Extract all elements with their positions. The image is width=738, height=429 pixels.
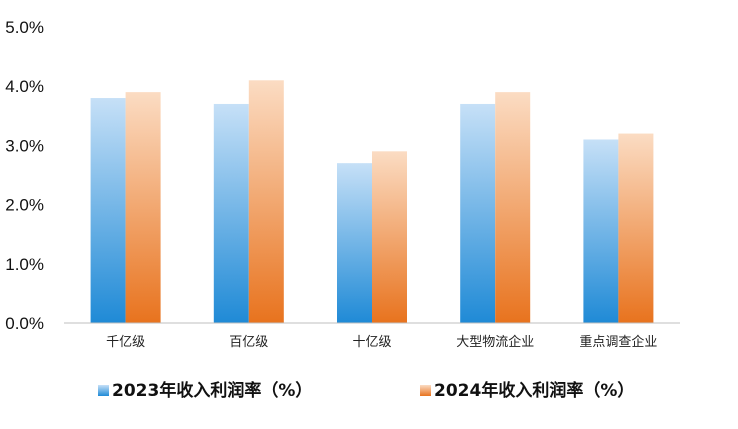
bar-2023 (583, 139, 619, 323)
legend-swatch (420, 385, 431, 396)
legend-label: 2024年收入利润率（%） (434, 380, 634, 401)
y-axis: 0.0% 1.0% 2.0% 3.0% 4.0% 5.0% (5, 18, 44, 333)
y-tick-label: 0.0% (5, 314, 44, 333)
bar-2023 (337, 163, 372, 323)
x-axis: 千亿级 百亿级 十亿级 大型物流企业 重点调查企业 (106, 334, 657, 350)
x-tick-label: 重点调查企业 (579, 334, 657, 350)
bar-2024 (248, 80, 284, 323)
x-tick-label: 十亿级 (352, 335, 391, 350)
bar-2024 (125, 92, 161, 324)
y-tick-label: 1.0% (5, 255, 44, 274)
y-tick-label: 2.0% (5, 196, 44, 215)
legend: 2023年收入利润率（%） 2024年收入利润率（%） (98, 380, 634, 401)
legend-swatch (98, 385, 109, 396)
bar-2024 (495, 92, 531, 324)
x-tick-label: 大型物流企业 (456, 334, 534, 350)
bars (90, 80, 654, 324)
x-tick-label: 百亿级 (229, 335, 268, 350)
y-tick-label: 4.0% (5, 77, 44, 96)
bar-2024 (372, 151, 407, 323)
legend-label: 2023年收入利润率（%） (112, 380, 312, 401)
y-tick-label: 3.0% (5, 136, 44, 155)
x-tick-label: 千亿级 (106, 335, 145, 350)
bar-2023 (460, 103, 496, 324)
bar-2023 (90, 98, 126, 323)
y-tick-label: 5.0% (5, 18, 44, 37)
bar-2023 (213, 103, 249, 324)
bar-2024 (618, 133, 654, 323)
